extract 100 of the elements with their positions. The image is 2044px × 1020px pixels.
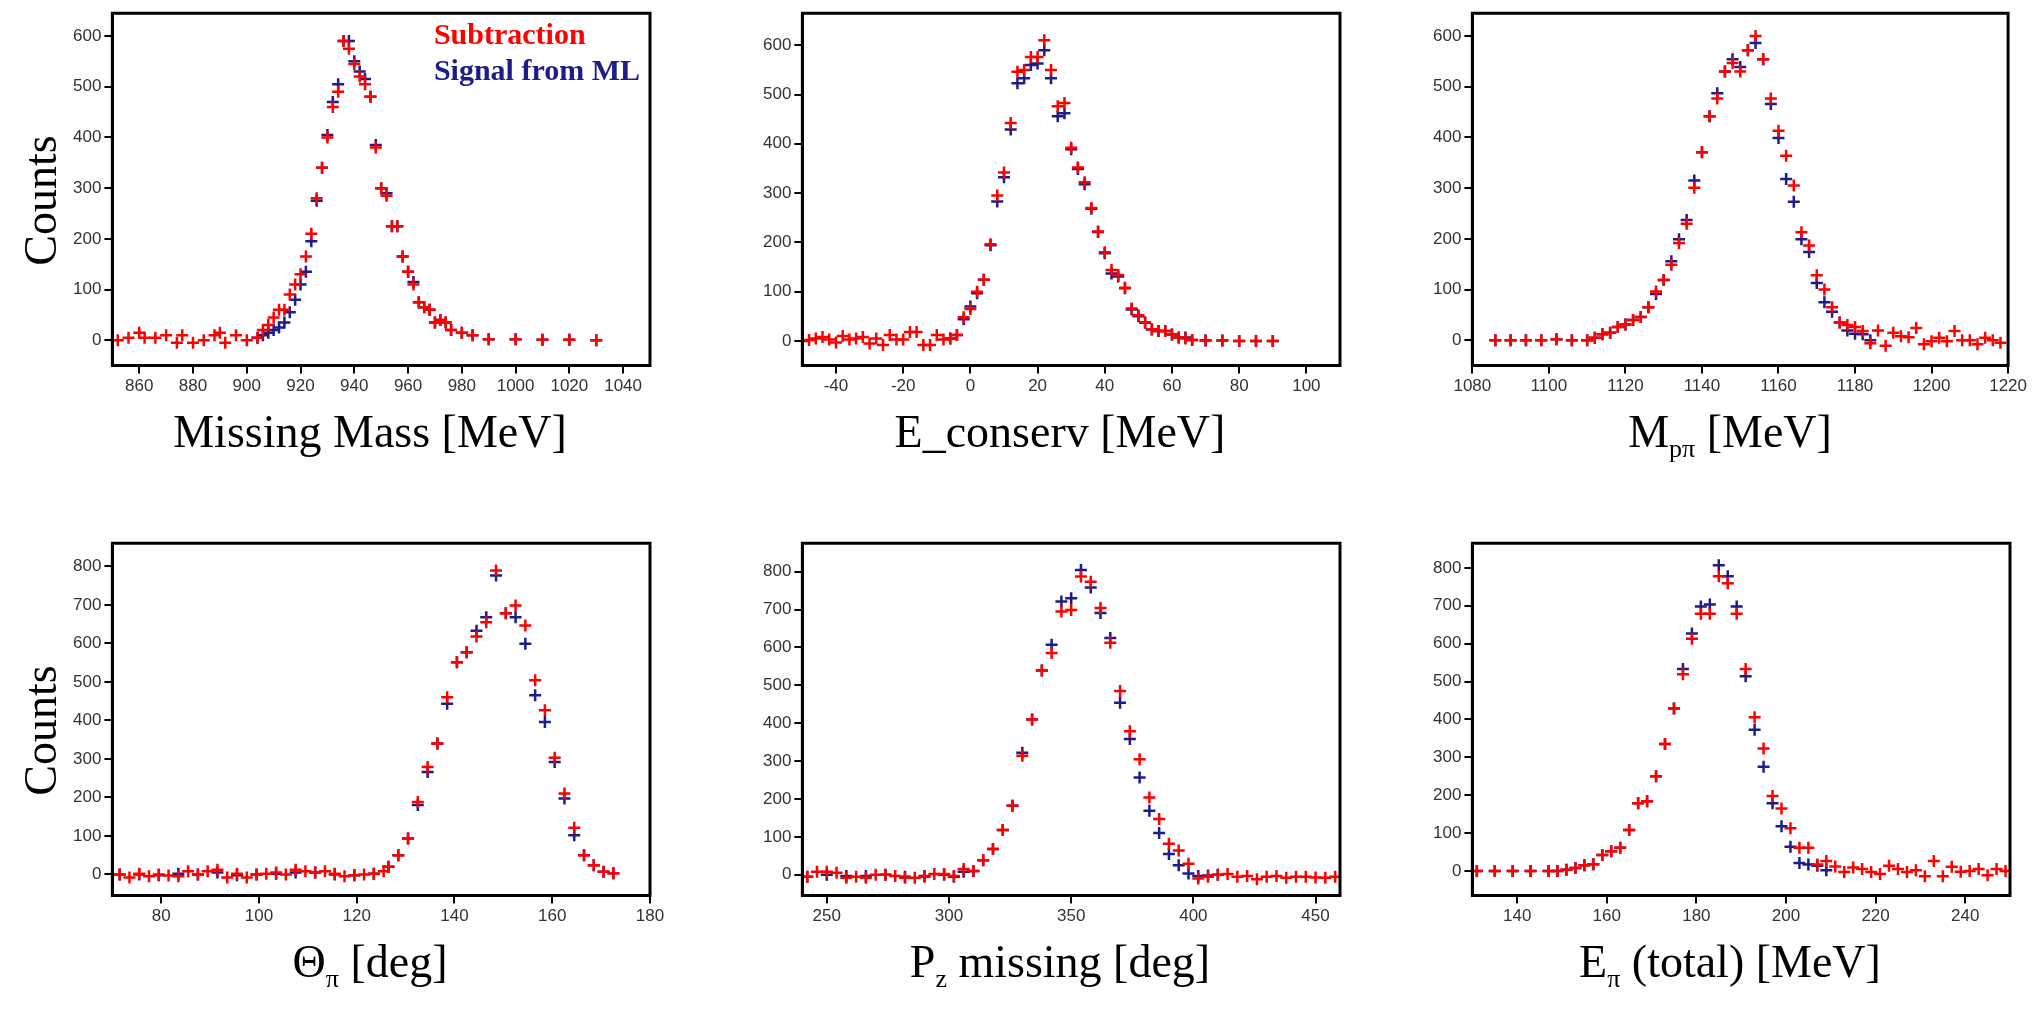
y-tick-label: 300 [1432, 177, 1462, 197]
x-axis-title: P$_{z}$ missing [deg] [908, 935, 1212, 995]
y-tick-label: 0 [781, 864, 792, 884]
x-tick-label: 160 [1592, 906, 1621, 926]
x-axis-title: E$_{π}$ (total) [MeV] [1578, 935, 1882, 995]
y-tick-label: 400 [762, 712, 792, 732]
x-tick-label: 240 [1951, 906, 1980, 926]
x-tick-label: -20 [890, 376, 916, 396]
x-tick-label: 200 [1771, 906, 1801, 926]
y-tick-label: 400 [762, 133, 792, 153]
x-tick-label: 140 [1502, 906, 1532, 926]
x-tick-label: 920 [286, 376, 315, 396]
y-tick-label: 800 [72, 556, 102, 575]
x-tick-label: 1220 [1989, 376, 2027, 396]
y-tick-label: 300 [1432, 746, 1462, 766]
y-tick-label: 200 [762, 788, 792, 808]
y-tick-label: 800 [762, 561, 792, 581]
x-tick-label: 0 [965, 376, 976, 396]
x-tick-label: 20 [1028, 376, 1048, 396]
x-axis-title: E_conserv [MeV] [893, 405, 1227, 458]
x-tick-label: 250 [812, 906, 841, 926]
x-tick-label: 80 [1229, 376, 1249, 396]
y-tick-label: 400 [72, 127, 102, 147]
y-tick-label: 200 [72, 228, 102, 248]
x-tick-label: 350 [1056, 906, 1086, 926]
x-tick-label: 1020 [550, 376, 589, 396]
y-tick-label: 0 [1451, 329, 1462, 349]
y-tick-label: 300 [762, 750, 792, 770]
y-tick-label: 0 [1451, 860, 1462, 880]
x-tick-label: 80 [151, 906, 171, 926]
series-label: Signal from ML [433, 52, 641, 86]
y-tick-label: 100 [1432, 822, 1462, 842]
x-tick-label: 450 [1301, 906, 1330, 926]
x-tick-label: 860 [125, 376, 154, 396]
x-tick-label: 1180 [1836, 376, 1874, 396]
x-tick-label: 1120 [1607, 376, 1644, 396]
x-tick-label: 960 [393, 376, 423, 396]
y-tick-label: 100 [762, 826, 792, 846]
x-tick-label: 1140 [1683, 376, 1721, 396]
y-tick-label: 300 [72, 748, 102, 768]
x-tick-label: -40 [823, 376, 849, 396]
x-tick-label: 1160 [1760, 376, 1797, 396]
y-tick-label: 200 [1432, 228, 1462, 248]
x-tick-label: 1200 [1912, 376, 1951, 396]
x-axis-title: Missing Mass [MeV] [172, 405, 568, 458]
x-tick-label: 880 [178, 376, 208, 396]
y-tick-label: 300 [72, 177, 102, 197]
x-tick-label: 180 [635, 906, 665, 926]
y-tick-label: 500 [72, 671, 102, 691]
y-tick-label: 400 [1432, 127, 1462, 147]
x-tick-label: 1100 [1530, 376, 1568, 396]
y-tick-label: 100 [72, 825, 102, 845]
x-tick-label: 40 [1095, 376, 1115, 396]
y-tick-label: 500 [72, 76, 102, 96]
x-axis-title: Θ$_{π}$ [deg] [291, 935, 449, 995]
y-tick-label: 200 [1432, 784, 1462, 804]
x-tick-label: 220 [1861, 906, 1890, 926]
y-tick-label: 100 [1432, 279, 1462, 299]
x-tick-label: 1040 [604, 376, 643, 396]
y-tick-label: 300 [762, 182, 792, 202]
x-tick-label: 1000 [496, 376, 535, 396]
x-tick-label: 140 [440, 906, 469, 926]
y-tick-label: 500 [1432, 76, 1462, 96]
y-tick-label: 600 [1432, 633, 1462, 653]
y-tick-label: 0 [91, 329, 102, 349]
y-tick-label: 600 [762, 34, 792, 54]
y-tick-label: 0 [91, 864, 102, 884]
y-tick-label: 200 [762, 232, 792, 252]
y-axis-title: Counts [13, 664, 67, 796]
y-tick-label: 400 [72, 710, 102, 730]
y-tick-label: 500 [762, 674, 792, 694]
x-tick-label: 120 [342, 906, 371, 926]
y-tick-label: 800 [1432, 557, 1462, 577]
x-tick-label: 980 [447, 376, 477, 396]
y-tick-label: 0 [781, 330, 792, 350]
y-tick-label: 700 [762, 599, 792, 619]
y-tick-label: 600 [72, 633, 102, 653]
x-tick-label: 60 [1162, 376, 1182, 396]
y-tick-label: 400 [1432, 709, 1462, 729]
x-tick-label: 180 [1682, 906, 1711, 926]
x-tick-label: 1080 [1453, 376, 1492, 396]
x-tick-label: 900 [232, 376, 261, 396]
y-tick-label: 100 [762, 281, 792, 301]
x-tick-label: 940 [340, 376, 369, 396]
y-tick-label: 500 [762, 84, 792, 104]
y-tick-label: 500 [1432, 671, 1462, 691]
x-tick-label: 100 [1292, 376, 1321, 396]
text: Subtraction [433, 16, 586, 50]
y-axis-title: Counts [13, 134, 67, 266]
x-tick-label: 400 [1179, 906, 1208, 926]
y-tick-label: 700 [72, 594, 102, 614]
x-tick-label: 160 [538, 906, 567, 926]
y-tick-label: 700 [1432, 595, 1462, 615]
x-tick-label: 300 [934, 906, 964, 926]
y-tick-label: 200 [72, 787, 102, 807]
y-tick-label: 600 [1432, 25, 1462, 45]
x-tick-label: 100 [244, 906, 274, 926]
x-axis-title: M$_{pπ}$ [MeV] [1627, 405, 1833, 465]
y-tick-label: 600 [72, 25, 102, 45]
y-tick-label: 600 [762, 637, 792, 657]
